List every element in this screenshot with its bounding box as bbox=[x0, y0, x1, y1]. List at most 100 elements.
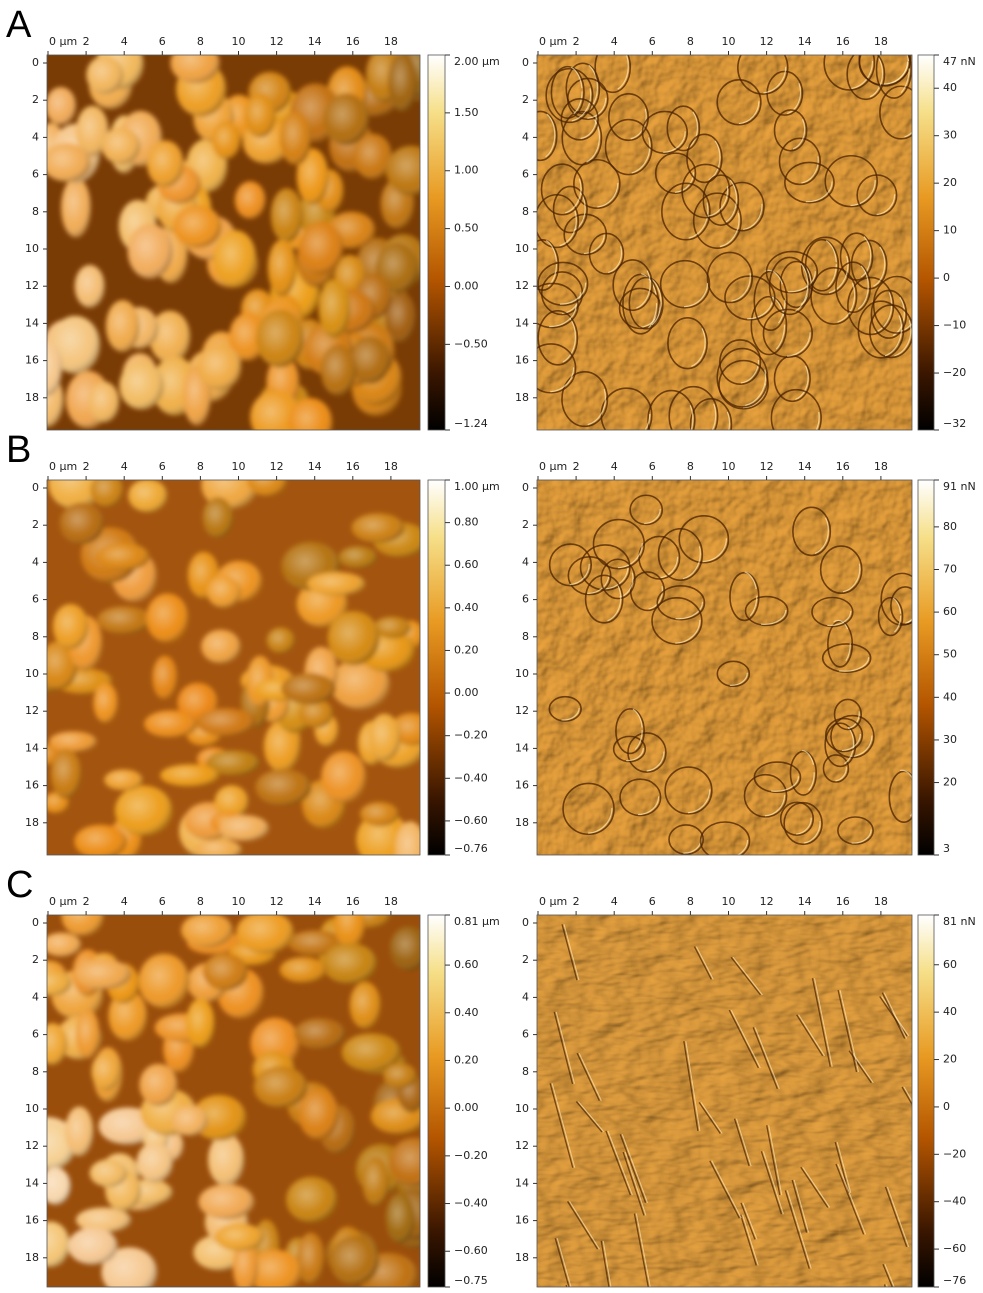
grain-shade bbox=[362, 1157, 389, 1206]
x-tick-label: 4 bbox=[611, 895, 618, 908]
grain-shade bbox=[115, 786, 173, 836]
x-tick-label: 4 bbox=[121, 35, 128, 48]
y-tick-label: 14 bbox=[515, 741, 529, 754]
force-map bbox=[537, 915, 931, 1289]
grain-shade bbox=[91, 1053, 120, 1091]
y-tick-label: 12 bbox=[515, 704, 529, 717]
x-tick-label: 12 bbox=[270, 35, 284, 48]
x-tick-label: 0 µm bbox=[49, 895, 77, 908]
x-tick-label: 16 bbox=[836, 35, 850, 48]
grain-shade bbox=[181, 913, 233, 947]
x-tick-label: 0 µm bbox=[49, 35, 77, 48]
grain-shade bbox=[170, 43, 220, 83]
grain-shade bbox=[321, 751, 366, 803]
page: {"panels": [ {"label": "A", "images": [ … bbox=[0, 0, 983, 1289]
colorbar-label: 0.60 bbox=[454, 958, 479, 971]
x-tick-label: 2 bbox=[573, 460, 580, 473]
x-tick-label: 12 bbox=[760, 460, 774, 473]
x-tick-label: 18 bbox=[874, 895, 888, 908]
x-tick-label: 0 µm bbox=[49, 460, 77, 473]
colorbar-label: −76 bbox=[943, 1274, 966, 1287]
grain-shade bbox=[286, 1177, 337, 1223]
grain-shade bbox=[203, 497, 234, 537]
grain-shade bbox=[147, 141, 184, 187]
y-tick-label: 6 bbox=[522, 593, 529, 606]
x-tick-label: 2 bbox=[83, 895, 90, 908]
grain-shade bbox=[196, 708, 255, 736]
x-tick-label: 6 bbox=[649, 895, 656, 908]
x-tick-label: 8 bbox=[687, 895, 694, 908]
grain-shade bbox=[53, 604, 88, 649]
colorbar-label: 20 bbox=[943, 176, 957, 189]
x-tick-label: 18 bbox=[384, 35, 398, 48]
colorbar-label: 0.60 bbox=[454, 558, 479, 571]
x-tick-label: 10 bbox=[722, 895, 736, 908]
grain-shade bbox=[43, 143, 91, 182]
y-tick-label: 6 bbox=[32, 593, 39, 606]
y-tick-label: 4 bbox=[32, 130, 39, 143]
grain-shade bbox=[119, 362, 163, 410]
grain-shade bbox=[321, 345, 356, 396]
colorbar-label: 30 bbox=[943, 129, 957, 142]
colorbar-label: 0.20 bbox=[454, 643, 479, 656]
y-tick-label: 8 bbox=[522, 205, 529, 218]
colorbar-label: 80 bbox=[943, 520, 957, 533]
grain-shade bbox=[280, 111, 311, 165]
x-tick-label: 16 bbox=[836, 895, 850, 908]
force-map bbox=[537, 480, 923, 860]
grain-shade bbox=[128, 479, 167, 512]
y-tick-label: 16 bbox=[515, 779, 529, 792]
y-tick-label: 16 bbox=[25, 779, 39, 792]
colorbar-label: −0.76 bbox=[454, 842, 488, 855]
x-tick-label: 12 bbox=[760, 35, 774, 48]
grain-shade bbox=[280, 957, 327, 983]
grain-shade bbox=[389, 926, 428, 971]
y-tick-label: 18 bbox=[25, 816, 39, 829]
y-tick-label: 14 bbox=[25, 741, 39, 754]
colorbar-label: −0.40 bbox=[454, 771, 488, 784]
colorbar-label: 40 bbox=[943, 1005, 957, 1018]
colorbar-label: 20 bbox=[943, 1053, 957, 1066]
grain-shade bbox=[138, 954, 189, 1009]
grain-shade bbox=[146, 593, 188, 642]
y-tick-label: 6 bbox=[522, 1028, 529, 1041]
colorbar-label: −20 bbox=[943, 1147, 966, 1160]
y-tick-label: 4 bbox=[32, 990, 39, 1003]
colorbar-label: 1.00 bbox=[454, 164, 479, 177]
grain-shade bbox=[75, 265, 105, 308]
y-tick-label: 2 bbox=[522, 93, 529, 106]
y-tick-label: 4 bbox=[522, 990, 529, 1003]
y-tick-label: 14 bbox=[25, 1176, 39, 1189]
grain-shade bbox=[212, 121, 241, 159]
grain-shade bbox=[60, 503, 104, 544]
y-tick-label: 6 bbox=[32, 1028, 39, 1041]
grain-shade bbox=[386, 1193, 415, 1243]
height-panel: 0 µm246810121416180246810121416180.81 µm… bbox=[18, 895, 499, 1289]
grain-shade bbox=[388, 52, 417, 112]
x-tick-label: 6 bbox=[159, 35, 166, 48]
colorbar-label: 0.81 µm bbox=[454, 915, 500, 928]
force-map bbox=[522, 32, 922, 450]
colorbar-label: 2.00 µm bbox=[454, 55, 500, 68]
grain-shade bbox=[207, 575, 241, 607]
x-tick-label: 16 bbox=[346, 895, 360, 908]
grain-shade bbox=[254, 1066, 308, 1107]
colorbar-label: 0 bbox=[943, 271, 950, 284]
grain-shade bbox=[328, 611, 380, 665]
grain-shade bbox=[46, 87, 77, 125]
colorbar-label: 3 bbox=[943, 842, 950, 855]
grain-shade bbox=[49, 731, 97, 752]
y-tick-label: 0 bbox=[32, 916, 39, 929]
grain-shade bbox=[186, 999, 215, 1048]
colorbar-label: 0.50 bbox=[454, 222, 479, 235]
y-tick-label: 16 bbox=[515, 354, 529, 367]
x-tick-label: 14 bbox=[798, 35, 812, 48]
height-map bbox=[18, 897, 440, 1289]
x-tick-label: 8 bbox=[197, 35, 204, 48]
y-tick-label: 18 bbox=[25, 391, 39, 404]
y-tick-label: 12 bbox=[515, 1139, 529, 1152]
grain-shade bbox=[318, 279, 350, 337]
y-tick-label: 12 bbox=[25, 1139, 39, 1152]
y-tick-label: 10 bbox=[25, 1102, 39, 1115]
grain-shade bbox=[88, 382, 119, 423]
